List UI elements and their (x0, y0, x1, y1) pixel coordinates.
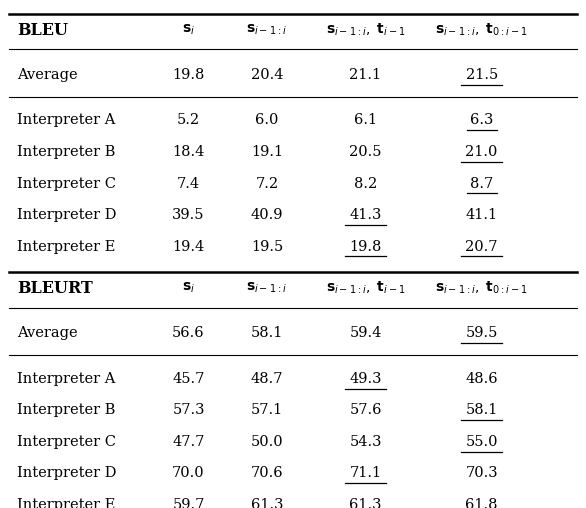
Text: Interpreter E: Interpreter E (18, 498, 115, 508)
Text: Interpreter B: Interpreter B (18, 145, 115, 159)
Text: 39.5: 39.5 (172, 208, 205, 222)
Text: $\mathbf{s}_i$: $\mathbf{s}_i$ (182, 23, 195, 37)
Text: 70.6: 70.6 (251, 466, 283, 480)
Text: 6.3: 6.3 (470, 113, 493, 128)
Text: 41.1: 41.1 (466, 208, 498, 222)
Text: 5.2: 5.2 (177, 113, 200, 128)
Text: 7.4: 7.4 (177, 176, 200, 190)
Text: 21.5: 21.5 (465, 68, 498, 82)
Text: 71.1: 71.1 (349, 466, 381, 480)
Text: 19.5: 19.5 (251, 240, 283, 253)
Text: 55.0: 55.0 (465, 435, 498, 449)
Text: 6.1: 6.1 (354, 113, 377, 128)
Text: 19.8: 19.8 (349, 240, 381, 253)
Text: Interpreter E: Interpreter E (18, 240, 115, 253)
Text: $\mathbf{s}_{i-1:i},\ \mathbf{t}_{0:i-1}$: $\mathbf{s}_{i-1:i},\ \mathbf{t}_{0:i-1}… (435, 280, 528, 297)
Text: 47.7: 47.7 (172, 435, 205, 449)
Text: 48.7: 48.7 (251, 372, 283, 386)
Text: Interpreter C: Interpreter C (18, 435, 116, 449)
Text: $\mathbf{s}_{i-1:i},\ \mathbf{t}_{i-1}$: $\mathbf{s}_{i-1:i},\ \mathbf{t}_{i-1}$ (326, 280, 406, 297)
Text: 21.0: 21.0 (465, 145, 498, 159)
Text: $\mathbf{s}_i$: $\mathbf{s}_i$ (182, 281, 195, 296)
Text: Average: Average (18, 326, 78, 340)
Text: 49.3: 49.3 (349, 372, 382, 386)
Text: $\mathbf{s}_{i-1:i}$: $\mathbf{s}_{i-1:i}$ (247, 23, 287, 37)
Text: 58.1: 58.1 (465, 403, 498, 417)
Text: 61.8: 61.8 (465, 498, 498, 508)
Text: 59.7: 59.7 (172, 498, 205, 508)
Text: 57.3: 57.3 (172, 403, 205, 417)
Text: Interpreter C: Interpreter C (18, 176, 116, 190)
Text: 7.2: 7.2 (255, 176, 278, 190)
Text: 57.1: 57.1 (251, 403, 283, 417)
Text: 8.2: 8.2 (354, 176, 377, 190)
Text: $\mathbf{s}_{i-1:i},\ \mathbf{t}_{i-1}$: $\mathbf{s}_{i-1:i},\ \mathbf{t}_{i-1}$ (326, 22, 406, 38)
Text: 19.4: 19.4 (172, 240, 205, 253)
Text: 57.6: 57.6 (349, 403, 382, 417)
Text: Interpreter D: Interpreter D (18, 208, 117, 222)
Text: Interpreter A: Interpreter A (18, 113, 115, 128)
Text: 20.7: 20.7 (465, 240, 498, 253)
Text: 48.6: 48.6 (465, 372, 498, 386)
Text: Interpreter D: Interpreter D (18, 466, 117, 480)
Text: BLEURT: BLEURT (18, 280, 93, 297)
Text: 56.6: 56.6 (172, 326, 205, 340)
Text: Interpreter A: Interpreter A (18, 372, 115, 386)
Text: 18.4: 18.4 (172, 145, 205, 159)
Text: 8.7: 8.7 (470, 176, 493, 190)
Text: 58.1: 58.1 (251, 326, 283, 340)
Text: 59.4: 59.4 (349, 326, 381, 340)
Text: 40.9: 40.9 (251, 208, 283, 222)
Text: BLEU: BLEU (18, 21, 69, 39)
Text: 20.4: 20.4 (251, 68, 283, 82)
Text: 21.1: 21.1 (349, 68, 381, 82)
Text: Average: Average (18, 68, 78, 82)
Text: 20.5: 20.5 (349, 145, 382, 159)
Text: Interpreter B: Interpreter B (18, 403, 115, 417)
Text: 19.1: 19.1 (251, 145, 283, 159)
Text: 41.3: 41.3 (349, 208, 381, 222)
Text: 45.7: 45.7 (172, 372, 205, 386)
Text: 54.3: 54.3 (349, 435, 382, 449)
Text: 59.5: 59.5 (465, 326, 498, 340)
Text: $\mathbf{s}_{i-1:i}$: $\mathbf{s}_{i-1:i}$ (247, 281, 287, 296)
Text: 70.0: 70.0 (172, 466, 205, 480)
Text: $\mathbf{s}_{i-1:i},\ \mathbf{t}_{0:i-1}$: $\mathbf{s}_{i-1:i},\ \mathbf{t}_{0:i-1}… (435, 22, 528, 38)
Text: 19.8: 19.8 (172, 68, 205, 82)
Text: 61.3: 61.3 (349, 498, 382, 508)
Text: 6.0: 6.0 (255, 113, 278, 128)
Text: 61.3: 61.3 (251, 498, 283, 508)
Text: 50.0: 50.0 (251, 435, 283, 449)
Text: 70.3: 70.3 (465, 466, 498, 480)
